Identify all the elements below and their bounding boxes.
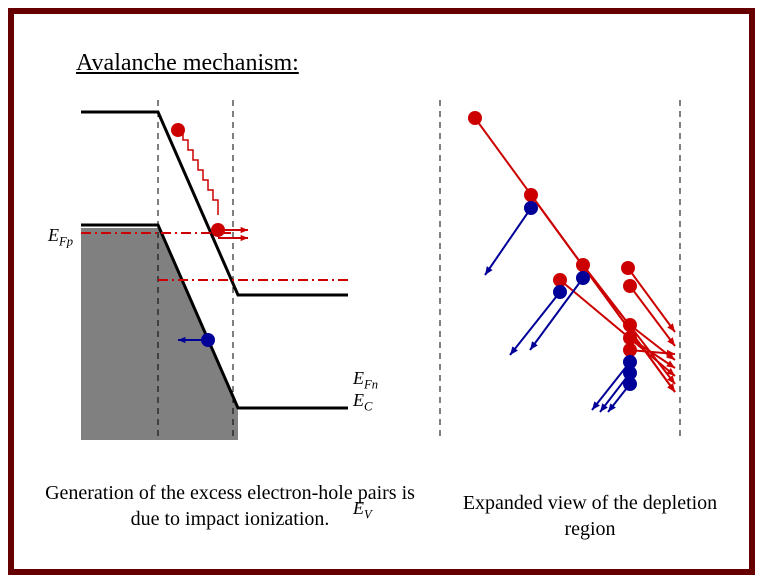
avalanche-diagram	[430, 100, 730, 440]
title: Avalanche mechanism:	[76, 50, 299, 77]
caption-left: Generation of the excess electron-hole p…	[30, 480, 430, 532]
band-diagram-svg	[43, 100, 393, 440]
caption-right: Expanded view of the depletion region	[460, 490, 720, 542]
avalanche-diagram-svg	[430, 100, 730, 440]
band-diagram	[43, 100, 393, 440]
label-efn: EFn	[353, 368, 378, 393]
label-ec: EC	[353, 390, 372, 415]
label-efp: EFp	[48, 225, 73, 250]
